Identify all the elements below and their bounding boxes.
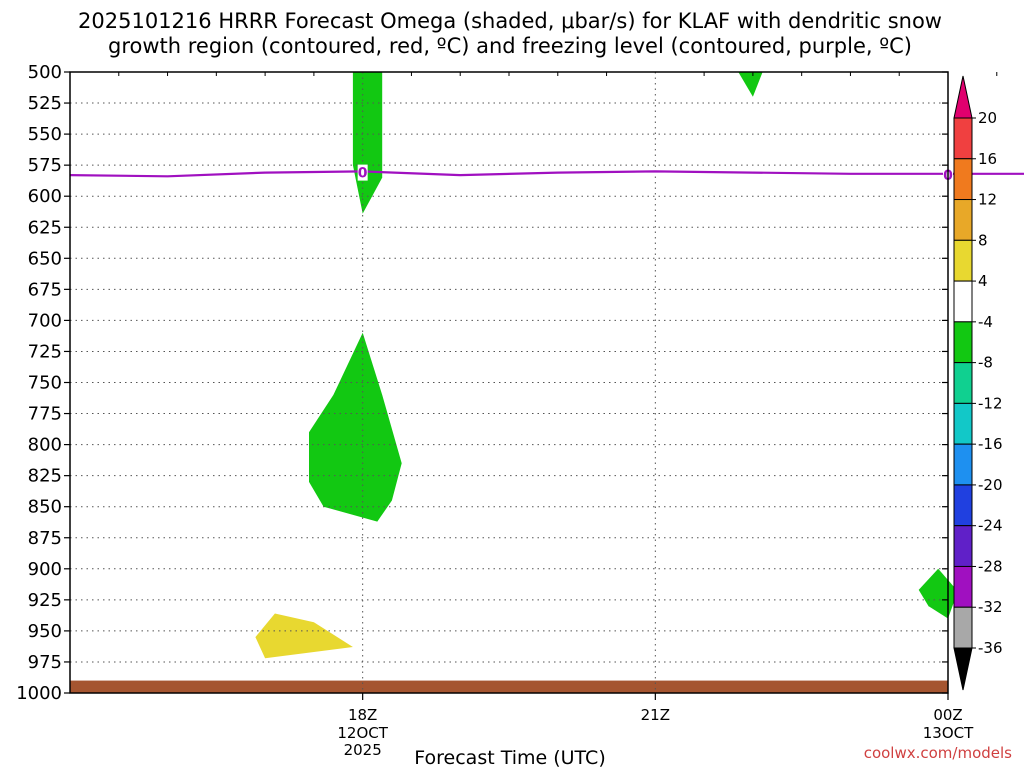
y-tick-label-800: 800 <box>28 435 62 456</box>
y-tick-label-725: 725 <box>28 341 62 362</box>
y-tick-label-575: 575 <box>28 155 62 176</box>
y-axis-ticks: 500 525 550 575 600 625 650 675 700 725 750 775 800 8… <box>16 62 948 704</box>
x-axis-ticks: 18Z12OCT202521Z00Z13OCT03Z06Z09Z <box>337 693 974 759</box>
colorbar-bin <box>953 565 973 608</box>
y-tick-label-950: 950 <box>28 621 62 642</box>
x-tick-label-18Z: 18Z <box>348 706 377 724</box>
colorbar-bin <box>953 402 973 445</box>
freezing-label-bg <box>357 164 368 181</box>
colorbar-bin <box>953 199 973 241</box>
colorbar: 20 16 12 8 4 -4 -8 -12 -16 -20 -24 -28 -32 -36 <box>953 75 1003 691</box>
colorbar-label: -16 <box>978 435 1003 453</box>
y-tick-label-550: 550 <box>28 124 62 145</box>
y-tick-label-900: 900 <box>28 559 62 580</box>
x-tick-label-00Z: 00Z <box>933 706 962 724</box>
colorbar-label: -28 <box>978 557 1003 575</box>
colorbar-label: -24 <box>978 517 1003 535</box>
chart-title: 2025101216 HRRR Forecast Omega (shaded, … <box>78 9 942 33</box>
shaded-region-green-upper-2130z <box>738 72 763 97</box>
colorbar-label: 12 <box>978 191 997 209</box>
colorbar-bin <box>953 484 973 527</box>
colorbar-label: -32 <box>978 598 1003 616</box>
y-tick-label-850: 850 <box>28 497 62 518</box>
colorbar-label: -8 <box>978 354 993 372</box>
colorbar-label: 4 <box>978 272 988 290</box>
y-tick-label-675: 675 <box>28 279 62 300</box>
freezing-level-line <box>69 170 1024 178</box>
colorbar-bin <box>953 158 973 201</box>
shaded-region-green-mid-1730z <box>309 332 402 522</box>
freezing-level-label-1: 0 <box>358 166 368 182</box>
shaded-region-green-low-00z <box>918 568 958 619</box>
colorbar-label: -12 <box>978 394 1003 412</box>
colorbar-bin <box>953 606 973 649</box>
shaded-region-green-upper-18z <box>352 72 383 214</box>
x-date-label: 12OCT <box>337 724 388 742</box>
x-axis-label: Forecast Time (UTC) <box>414 747 605 768</box>
gridlines <box>70 72 998 693</box>
y-tick-label-775: 775 <box>28 404 62 425</box>
y-tick-label-650: 650 <box>28 248 62 269</box>
colorbar-bottom-triangle <box>953 647 973 691</box>
freezing-level-contour: 000 <box>69 164 1024 184</box>
x-tick-label-21Z: 21Z <box>641 706 670 724</box>
colorbar-bin <box>953 321 973 364</box>
y-tick-label-875: 875 <box>28 528 62 549</box>
colorbar-bin <box>953 443 973 486</box>
colorbar-bin <box>953 239 973 282</box>
chart-subtitle: growth region (contoured, red, ºC) and f… <box>108 34 912 58</box>
ground-strip <box>70 680 948 693</box>
y-tick-label-600: 600 <box>28 186 62 207</box>
y-tick-label-825: 825 <box>28 466 62 487</box>
y-tick-label-975: 975 <box>28 652 62 673</box>
x-date-label: 13OCT <box>923 724 974 742</box>
plot-frame <box>69 71 949 694</box>
colorbar-label: 8 <box>978 231 988 249</box>
colorbar-label: 20 <box>978 109 997 127</box>
y-tick-label-500: 500 <box>28 62 62 83</box>
credit-text: coolwx.com/models <box>864 744 1012 762</box>
y-tick-label-750: 750 <box>28 373 62 394</box>
colorbar-top-triangle <box>953 75 973 119</box>
y-tick-label-1000: 1000 <box>16 683 62 704</box>
colorbar-bin <box>953 117 973 160</box>
y-tick-label-700: 700 <box>28 310 62 331</box>
colorbar-label: -4 <box>978 313 993 331</box>
x-date-label: 2025 <box>344 741 382 759</box>
y-tick-label-525: 525 <box>28 93 62 114</box>
colorbar-bin <box>953 280 973 323</box>
colorbar-label: -20 <box>978 476 1003 494</box>
shaded-region-yellow-low-17z <box>255 613 353 659</box>
colorbar-bin <box>953 525 973 567</box>
colorbar-label: -36 <box>978 639 1003 657</box>
colorbar-label: 16 <box>978 150 997 168</box>
y-tick-label-625: 625 <box>28 217 62 238</box>
colorbar-bin <box>953 362 973 404</box>
y-tick-label-925: 925 <box>28 590 62 611</box>
